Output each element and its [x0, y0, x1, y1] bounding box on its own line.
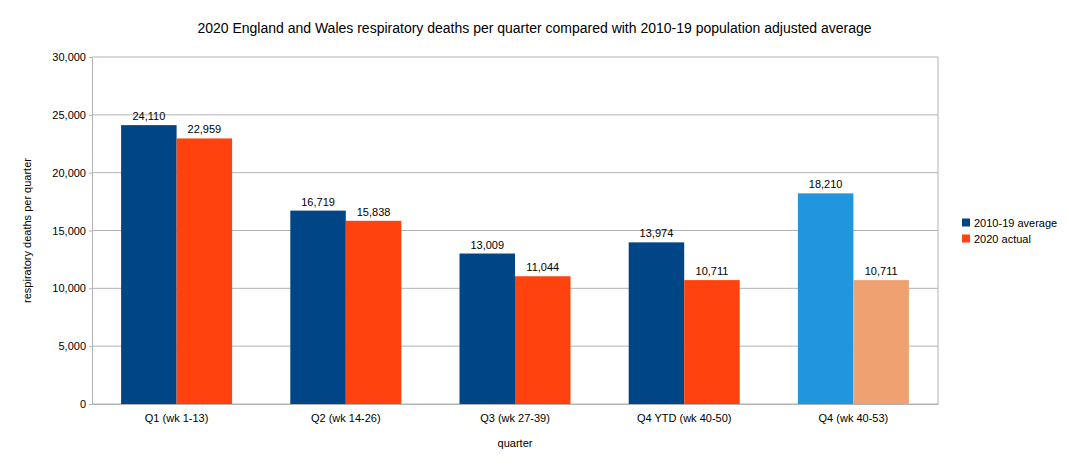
- data-label: 16,719: [301, 196, 335, 208]
- y-tick-label: 30,000: [52, 51, 86, 63]
- title: 2020 England and Wales respiratory death…: [197, 20, 871, 36]
- x-tick: Q4 YTD (wk 40-50): [637, 404, 732, 424]
- bar: [515, 276, 570, 404]
- legend-item: 2020 actual: [962, 233, 1031, 245]
- bar: [177, 138, 232, 404]
- data-labels: 24,110 16,719 13,009 13,974 18,210 22,959 15,8…: [132, 110, 897, 277]
- data-label: 11,044: [526, 261, 559, 273]
- data-label: 10,711: [865, 265, 898, 277]
- grid-line: [92, 114, 938, 115]
- bar: [121, 125, 176, 404]
- y-tick-mark: [89, 404, 92, 405]
- bar: [684, 280, 739, 404]
- legend-swatch: [962, 219, 970, 227]
- y-tick-label: 15,000: [52, 225, 86, 237]
- x-tick: Q3 (wk 27-39): [480, 404, 550, 424]
- y-axis-line: [92, 58, 93, 405]
- y-tick: 20,000: [52, 167, 92, 179]
- grid: [92, 57, 938, 404]
- y-tick: 0: [80, 398, 92, 410]
- y-tick-label: 5,000: [58, 340, 86, 352]
- bar: [290, 211, 345, 404]
- y-tick: 5,000: [58, 340, 92, 352]
- y-tick-mark: [89, 346, 92, 347]
- bar: [629, 242, 684, 404]
- bar: [798, 193, 853, 404]
- y-tick: 10,000: [52, 282, 92, 294]
- data-label: 24,110: [132, 110, 165, 122]
- data-label: 22,959: [188, 123, 222, 135]
- x-tick: Q4 (wk 40-53): [819, 404, 889, 424]
- data-label: 13,009: [470, 239, 504, 251]
- y-tick: 15,000: [52, 225, 92, 237]
- x-tick: Q2 (wk 14-26): [311, 404, 381, 424]
- y-tick-label: 25,000: [52, 109, 86, 121]
- y-tick: 30,000: [52, 51, 92, 63]
- plot-frame: [938, 57, 939, 404]
- y-tick-mark: [89, 115, 92, 116]
- y-axis-title: respiratory deaths per quarter: [21, 158, 33, 303]
- x-tick-label: Q2 (wk 14-26): [311, 412, 381, 424]
- legend-item: 2010-19 average: [962, 217, 1057, 229]
- legend: 2010-19 average 2020 actual: [962, 217, 1057, 245]
- y-tick-mark: [89, 288, 92, 289]
- data-label: 13,974: [640, 227, 674, 239]
- y-tick-label: 0: [80, 398, 86, 410]
- legend-swatch: [962, 235, 970, 243]
- bar: [460, 254, 515, 404]
- x-tick-label: Q3 (wk 27-39): [480, 412, 550, 424]
- y-tick: 25,000: [52, 109, 92, 121]
- y-tick-mark: [89, 231, 92, 232]
- x-axis-line: [93, 404, 939, 405]
- chart: 24,110 16,719 13,009 13,974 18,210 22,959 15,8…: [0, 0, 1069, 468]
- y-tick-label: 20,000: [52, 167, 86, 179]
- legend-label: 2010-19 average: [974, 217, 1057, 229]
- x-axis: Q1 (wk 1-13) Q2 (wk 14-26) Q3 (wk 27-39) Q4…: [93, 404, 939, 424]
- x-tick: Q1 (wk 1-13): [145, 404, 209, 424]
- data-label: 18,210: [809, 178, 843, 190]
- legend-label: 2020 actual: [974, 233, 1031, 245]
- data-label: 15,838: [357, 206, 391, 218]
- bar: [346, 221, 401, 404]
- grid-line: [92, 57, 938, 58]
- x-axis-title: quarter: [498, 437, 533, 449]
- y-axis: 0 5,000 10,000 15,000 20,000 25,000 30,000: [52, 51, 92, 410]
- x-tick-label: Q4 (wk 40-53): [819, 412, 889, 424]
- bar: [853, 280, 908, 404]
- x-tick-label: Q1 (wk 1-13): [145, 412, 209, 424]
- data-label: 10,711: [696, 265, 729, 277]
- y-tick-mark: [89, 173, 92, 174]
- y-tick-mark: [89, 57, 92, 58]
- x-tick-label: Q4 YTD (wk 40-50): [637, 412, 732, 424]
- bars: [121, 125, 909, 404]
- y-tick-label: 10,000: [52, 282, 86, 294]
